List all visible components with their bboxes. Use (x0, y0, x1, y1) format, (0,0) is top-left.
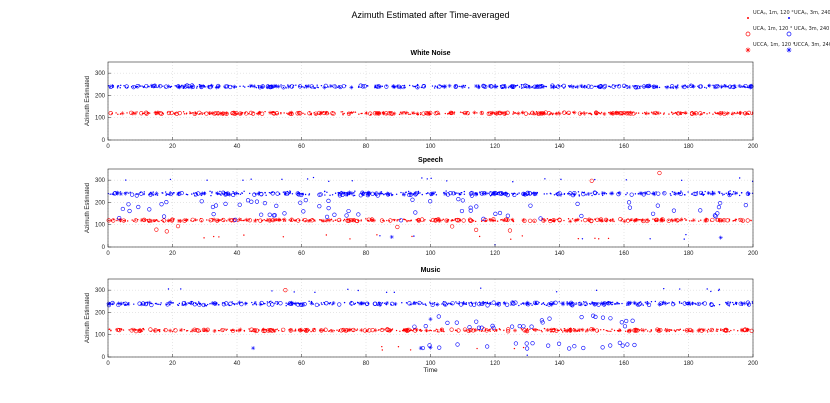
legend-entry: UCAₚ, 3m, 240 ° (785, 9, 830, 19)
svg-text:140: 140 (554, 251, 565, 257)
x-axis-label: Time (423, 367, 438, 374)
svg-text:200: 200 (748, 361, 759, 367)
svg-text:180: 180 (683, 251, 694, 257)
legend-label: UCAₚ, 3m, 240 ° (794, 10, 830, 16)
legend-entry: UCAₗ, 1m, 120 ° (744, 25, 792, 37)
legend-entry: UCCA, 3m, 240 ° (785, 41, 830, 53)
svg-text:200: 200 (95, 93, 106, 99)
svg-text:80: 80 (363, 251, 370, 257)
plot-area-music: 0 20 40 60 80 100 120 140 160 180 200 0 100 200 300 (95, 278, 759, 367)
svg-text:300: 300 (95, 178, 106, 184)
svg-text:20: 20 (169, 144, 176, 150)
legend-label: UCCA, 1m, 120 ° (753, 42, 796, 48)
svg-text:100: 100 (425, 361, 436, 367)
y-axis-label: Azimuth Estimated (85, 292, 91, 344)
svg-text:60: 60 (298, 144, 305, 150)
svg-text:0: 0 (106, 251, 110, 257)
subplot-speech: 0 20 40 60 80 100 120 140 160 180 200 0 100 200 300 Sp… (0, 155, 830, 271)
svg-text:0: 0 (106, 144, 110, 150)
subplot-title: Speech (418, 157, 443, 164)
legend-marker-dot-icon (785, 9, 793, 19)
svg-text:180: 180 (683, 144, 694, 150)
figure-title: Azimuth Estimated after Time-averaged (351, 10, 510, 20)
svg-text:200: 200 (95, 200, 106, 206)
legend-label: UCAₚ, 1m, 120 ° (753, 10, 794, 16)
plot-area-white-noise: 0 20 40 60 80 100 120 140 160 180 200 0 100 200 300 (95, 61, 759, 150)
svg-text:0: 0 (102, 355, 106, 361)
svg-text:120: 120 (490, 251, 501, 257)
legend-marker-star-icon (744, 41, 752, 53)
svg-text:0: 0 (106, 361, 110, 367)
svg-text:100: 100 (95, 116, 106, 122)
svg-text:160: 160 (619, 361, 630, 367)
legend-label: UCAₗ, 1m, 120 ° (753, 26, 793, 32)
svg-text:100: 100 (95, 333, 106, 339)
legend-entry: UCAₚ, 1m, 120 ° (744, 9, 794, 19)
legend-entry: UCAₗ, 3m, 240 ° (785, 25, 830, 37)
svg-text:120: 120 (490, 361, 501, 367)
svg-text:0: 0 (102, 245, 106, 251)
svg-text:160: 160 (619, 251, 630, 257)
svg-text:140: 140 (554, 361, 565, 367)
svg-text:40: 40 (234, 144, 241, 150)
legend-marker-circle-icon (785, 25, 793, 37)
legend-entry: UCCA, 1m, 120 ° (744, 41, 795, 53)
svg-text:40: 40 (234, 251, 241, 257)
subplot-title: Music (420, 267, 441, 274)
svg-text:100: 100 (425, 251, 436, 257)
legend-label: UCCA, 3m, 240 ° (794, 42, 830, 48)
svg-text:20: 20 (169, 361, 176, 367)
svg-text:100: 100 (425, 144, 436, 150)
legend-marker-circle-icon (744, 25, 752, 37)
subplot-white-noise: 0 20 40 60 80 100 120 140 160 180 200 0 100 200 300 Wh… (0, 48, 830, 164)
svg-text:100: 100 (95, 223, 106, 229)
svg-text:80: 80 (363, 361, 370, 367)
svg-text:140: 140 (554, 144, 565, 150)
svg-text:40: 40 (234, 361, 241, 367)
svg-text:120: 120 (490, 144, 501, 150)
svg-text:20: 20 (169, 251, 176, 257)
svg-text:200: 200 (748, 251, 759, 257)
svg-text:60: 60 (298, 361, 305, 367)
y-axis-label: Azimuth Estimated (85, 182, 91, 234)
legend-marker-dot-icon (744, 9, 752, 19)
svg-text:300: 300 (95, 71, 106, 77)
svg-text:80: 80 (363, 144, 370, 150)
svg-text:300: 300 (95, 288, 106, 294)
svg-text:60: 60 (298, 251, 305, 257)
svg-text:160: 160 (619, 144, 630, 150)
legend-label: UCAₗ, 3m, 240 ° (794, 26, 830, 32)
subplot-title: White Noise (410, 50, 451, 57)
svg-text:200: 200 (748, 144, 759, 150)
subplot-music: 0 20 40 60 80 100 120 140 160 180 200 0 100 200 300 Mu… (0, 265, 830, 381)
svg-text:200: 200 (95, 310, 106, 316)
svg-text:0: 0 (102, 138, 106, 144)
plot-area-speech: 0 20 40 60 80 100 120 140 160 180 200 0 100 200 300 (95, 168, 759, 257)
y-axis-label: Azimuth Estimated (85, 75, 91, 127)
legend-marker-star-icon (785, 41, 793, 53)
legend: UCAₚ, 1m, 120 ° UCAₚ, 3m, 240 ° UCAₗ, 1m… (744, 5, 830, 53)
svg-text:180: 180 (683, 361, 694, 367)
